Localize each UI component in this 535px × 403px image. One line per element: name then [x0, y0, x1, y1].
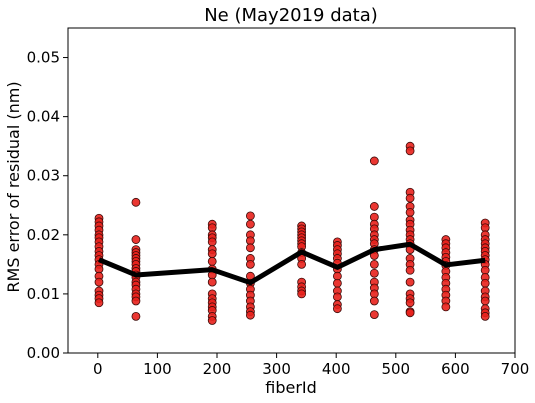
data-point	[94, 298, 104, 308]
series-line	[98, 241, 486, 286]
data-point	[332, 278, 342, 288]
x-tick-label: 700	[501, 360, 530, 378]
x-tick-label: 100	[143, 360, 172, 378]
data-point	[245, 219, 255, 229]
data-point	[332, 292, 342, 302]
data-point	[405, 308, 415, 318]
x-tick-label: 600	[441, 360, 470, 378]
data-point	[245, 310, 255, 320]
data-point	[405, 298, 415, 308]
data-point	[207, 237, 217, 247]
data-point	[131, 197, 141, 207]
y-tick-label: 0.01	[27, 285, 60, 303]
data-point	[405, 146, 415, 156]
data-point	[369, 156, 379, 166]
x-tick-label: 0	[93, 360, 103, 378]
data-point	[369, 259, 379, 269]
data-point	[405, 193, 415, 203]
data-point	[405, 265, 415, 275]
data-point	[94, 277, 104, 287]
y-axis-label: RMS error of residual (nm)	[4, 81, 23, 292]
x-tick-label: 500	[381, 360, 410, 378]
data-point	[207, 277, 217, 287]
data-point	[245, 243, 255, 253]
y-tick-label: 0.00	[27, 344, 60, 362]
data-point	[131, 235, 141, 244]
data-point	[405, 207, 415, 217]
data-point	[207, 316, 217, 325]
data-point	[480, 296, 490, 306]
y-tick-label: 0.03	[27, 167, 60, 185]
data-point	[131, 311, 141, 321]
data-point	[207, 249, 217, 259]
data-point	[297, 289, 307, 299]
data-point	[297, 259, 307, 269]
data-point	[369, 268, 379, 278]
data-point	[245, 211, 255, 221]
data-point	[480, 278, 490, 288]
y-tick-label: 0.05	[27, 49, 60, 67]
data-point	[405, 277, 415, 287]
x-tick-label: 400	[322, 360, 351, 378]
plot-frame	[67, 27, 516, 354]
data-point	[131, 296, 141, 306]
plot-area	[94, 141, 490, 325]
data-point	[369, 310, 379, 319]
chart-title: Ne (May2019 data)	[204, 5, 378, 26]
data-point	[245, 259, 255, 269]
data-point	[207, 257, 217, 266]
y-tick-label: 0.02	[27, 226, 60, 244]
axis-ticks: 0 100 200 300 400 500 600 700 0.00 0.01 0.02 0.03 0.…	[27, 49, 530, 378]
data-point	[369, 296, 379, 306]
data-point	[369, 202, 379, 211]
x-tick-label: 200	[203, 360, 232, 378]
data-point	[441, 302, 451, 312]
y-tick-label: 0.04	[27, 108, 60, 126]
scatter-points	[94, 141, 490, 325]
x-tick-label: 300	[262, 360, 291, 378]
data-point	[332, 304, 342, 314]
x-axis-label: fiberId	[265, 378, 317, 397]
data-point	[480, 311, 490, 321]
